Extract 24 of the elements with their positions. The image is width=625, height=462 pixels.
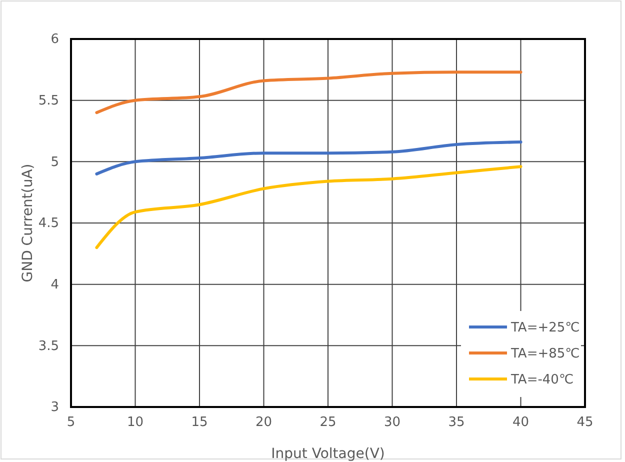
legend-label: TA=+85℃ <box>510 346 580 362</box>
x-tick-label: 5 <box>66 415 76 430</box>
y-tick-label: 5.5 <box>38 93 59 108</box>
x-tick-label: 15 <box>191 415 208 430</box>
y-tick-label: 3 <box>50 400 59 416</box>
y-tick-label: 4 <box>50 277 59 292</box>
x-tick-label: 45 <box>576 415 594 430</box>
x-axis-title: Input Voltage(V) <box>271 446 385 462</box>
line-series <box>95 70 522 114</box>
x-tick-label: 20 <box>255 415 272 430</box>
y-tick-label: 3.5 <box>38 338 59 354</box>
x-tick-label: 10 <box>126 415 144 430</box>
x-tick-label: 40 <box>512 415 530 430</box>
legend-label: TA=+25℃ <box>510 320 580 336</box>
legend-label: TA=-40℃ <box>510 372 574 388</box>
y-tick-label: 6 <box>50 32 59 48</box>
y-axis-title: GND Current(uA) <box>20 164 36 282</box>
y-tick-label: 5 <box>50 154 59 170</box>
x-tick-label: 35 <box>448 415 465 430</box>
line-series <box>95 165 522 250</box>
x-tick-label: 25 <box>320 415 336 430</box>
y-tick-label: 4.5 <box>38 216 59 232</box>
line-series <box>95 140 522 176</box>
x-tick-label: 30 <box>384 415 401 430</box>
